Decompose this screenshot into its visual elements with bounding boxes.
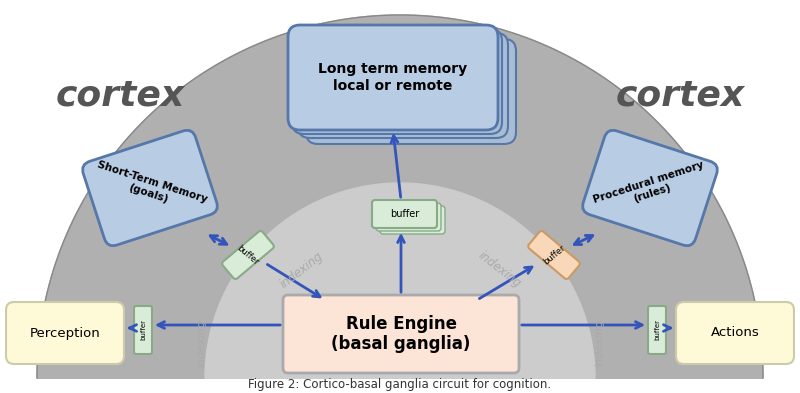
Text: Actions: Actions bbox=[710, 327, 759, 340]
FancyBboxPatch shape bbox=[582, 130, 718, 246]
Text: Figure 2: Cortico-basal ganglia circuit for cognition.: Figure 2: Cortico-basal ganglia circuit … bbox=[249, 378, 551, 391]
FancyBboxPatch shape bbox=[372, 200, 437, 228]
FancyBboxPatch shape bbox=[134, 306, 152, 354]
Text: cortex: cortex bbox=[615, 78, 745, 112]
FancyBboxPatch shape bbox=[82, 130, 218, 246]
FancyBboxPatch shape bbox=[676, 302, 794, 364]
Text: cortex: cortex bbox=[55, 78, 185, 112]
FancyBboxPatch shape bbox=[222, 231, 274, 279]
Text: buffer: buffer bbox=[390, 209, 419, 219]
FancyBboxPatch shape bbox=[292, 29, 502, 134]
FancyBboxPatch shape bbox=[648, 306, 666, 354]
Text: buffer: buffer bbox=[542, 243, 566, 266]
FancyBboxPatch shape bbox=[528, 231, 580, 279]
Text: buffer: buffer bbox=[235, 243, 261, 266]
FancyBboxPatch shape bbox=[298, 33, 508, 138]
FancyBboxPatch shape bbox=[283, 295, 519, 373]
Text: indexing: indexing bbox=[476, 249, 524, 291]
Text: Short-Term Memory
(goals): Short-Term Memory (goals) bbox=[92, 160, 208, 216]
Text: indexing: indexing bbox=[278, 249, 326, 291]
Text: Rule Engine
(basal ganglia): Rule Engine (basal ganglia) bbox=[331, 315, 470, 353]
Polygon shape bbox=[205, 183, 595, 378]
Text: buffer: buffer bbox=[654, 320, 660, 340]
Text: Long term memory
local or remote: Long term memory local or remote bbox=[318, 62, 467, 93]
Polygon shape bbox=[37, 15, 763, 378]
Text: indexing: indexing bbox=[197, 319, 207, 367]
Text: indexing: indexing bbox=[595, 319, 605, 367]
FancyBboxPatch shape bbox=[376, 203, 441, 231]
Text: buffer: buffer bbox=[140, 320, 146, 340]
FancyBboxPatch shape bbox=[380, 206, 445, 234]
FancyBboxPatch shape bbox=[288, 25, 498, 130]
FancyBboxPatch shape bbox=[306, 39, 516, 144]
Text: Perception: Perception bbox=[30, 327, 100, 340]
Text: Procedural memory
(rules): Procedural memory (rules) bbox=[592, 160, 708, 216]
FancyBboxPatch shape bbox=[6, 302, 124, 364]
